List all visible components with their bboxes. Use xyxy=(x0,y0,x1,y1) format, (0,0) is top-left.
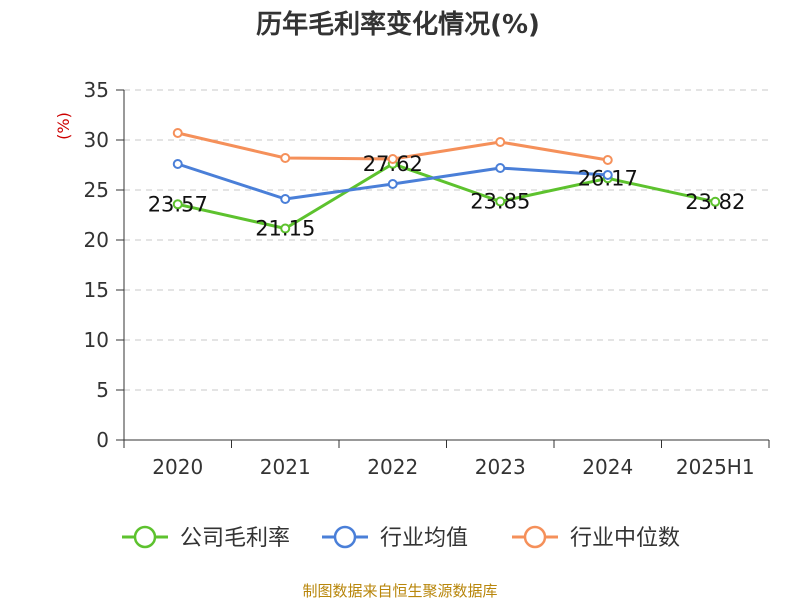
data-point xyxy=(172,159,183,169)
data-point xyxy=(387,179,398,189)
data-point xyxy=(495,163,506,173)
data-point xyxy=(602,170,613,180)
y-tick-label: 15 xyxy=(84,278,109,302)
source-note: 制图数据来自恒生聚源数据库 xyxy=(302,582,497,600)
series-line xyxy=(177,162,716,230)
data-labels: 23.57 21.15 27.62 23.85 26.17 23.82 xyxy=(148,152,746,241)
legend-swatch-marker xyxy=(523,525,547,549)
series-lines xyxy=(172,128,721,234)
data-label: 27.62 xyxy=(363,152,423,176)
data-point xyxy=(387,154,398,164)
data-point xyxy=(495,196,506,207)
x-tick-label: 2022 xyxy=(367,455,418,479)
y-tick-label: 5 xyxy=(96,378,109,402)
data-label: 23.85 xyxy=(470,190,530,214)
legend-label: 行业中位数 xyxy=(570,526,680,551)
y-tick-label: 35 xyxy=(84,78,109,102)
legend-swatch-marker xyxy=(133,525,157,549)
data-point xyxy=(280,223,291,234)
legend-label: 公司毛利率 xyxy=(180,526,290,551)
y-tick-label: 0 xyxy=(96,428,109,452)
y-tick-label: 30 xyxy=(84,128,109,152)
data-label: 21.15 xyxy=(255,217,315,241)
data-point xyxy=(495,137,506,147)
y-tick-label: 25 xyxy=(84,178,109,202)
axes: 0 5 10 15 20 25 30 35 2020 2021 2022 2023 2024 2025H1 xyxy=(84,78,770,479)
gridlines xyxy=(124,89,769,391)
data-point xyxy=(172,199,183,210)
x-tick-label: 2020 xyxy=(152,455,203,479)
legend-label: 行业均值 xyxy=(380,526,468,551)
legend-swatch-marker xyxy=(333,525,357,549)
y-axis-label: (%) xyxy=(54,112,73,140)
data-point xyxy=(710,196,721,207)
data-point xyxy=(280,153,291,163)
data-point xyxy=(280,194,291,204)
chart-title: 历年毛利率变化情况(%) xyxy=(256,9,540,40)
data-label: 23.57 xyxy=(148,192,208,216)
y-tick-label: 20 xyxy=(84,228,109,252)
x-tick-label: 2024 xyxy=(582,455,633,479)
data-point xyxy=(602,155,613,165)
data-point xyxy=(172,128,183,138)
data-label: 26.17 xyxy=(578,166,638,190)
data-label: 23.82 xyxy=(685,190,745,214)
x-tick-label: 2025H1 xyxy=(676,455,755,479)
y-tick-label: 10 xyxy=(84,328,109,352)
x-tick-label: 2021 xyxy=(260,455,311,479)
x-tick-label: 2023 xyxy=(475,455,526,479)
legend: 公司毛利率 行业均值 行业中位数 xyxy=(122,525,680,551)
